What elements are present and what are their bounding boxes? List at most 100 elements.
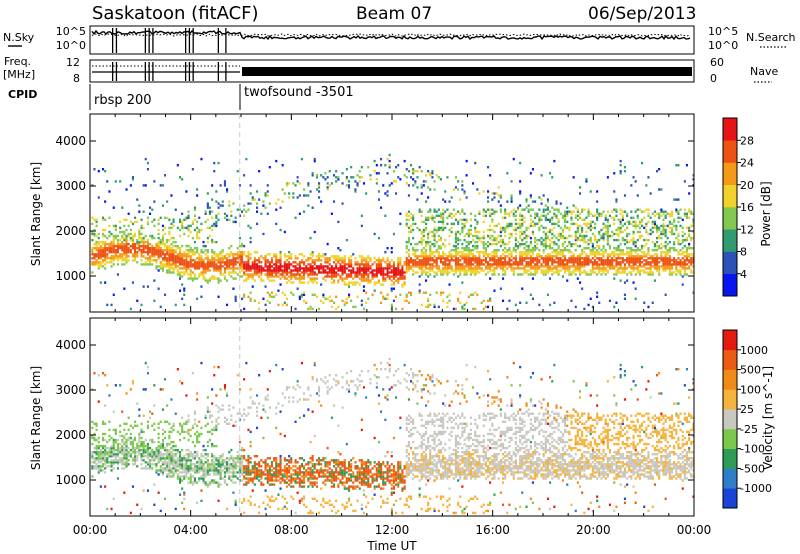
power-cell [553, 234, 556, 238]
power-cell [392, 281, 395, 284]
power-cell [369, 259, 372, 262]
velocity-cell [93, 457, 96, 460]
power-cell [628, 263, 631, 266]
power-cell [365, 267, 368, 270]
power-cell [572, 176, 575, 179]
power-cell [168, 257, 171, 260]
power-cell [427, 170, 430, 173]
power-cell [508, 240, 511, 244]
power-cell [677, 232, 680, 236]
power-cell [647, 220, 650, 224]
power-cell [594, 263, 597, 266]
power-cell [422, 220, 425, 224]
power-cell [512, 271, 515, 274]
power-cell [688, 216, 691, 219]
power-cell [104, 228, 107, 232]
velocity-cell [125, 457, 128, 460]
power-cell [561, 251, 564, 254]
velocity-cell [157, 432, 160, 436]
power-cell [444, 200, 447, 203]
velocity-cell [97, 451, 100, 454]
power-cell [557, 224, 560, 228]
power-cell [159, 265, 162, 268]
power-cell [279, 283, 282, 286]
power-cell [523, 208, 526, 211]
power-cell [153, 259, 156, 262]
power-cell [108, 216, 111, 219]
power-cell [502, 265, 505, 268]
power-cell [525, 263, 528, 266]
power-cell [664, 269, 667, 272]
power-cell [546, 244, 549, 248]
power-cell [208, 212, 211, 215]
power-cell [420, 184, 423, 187]
power-cell [386, 275, 389, 278]
power-cell [264, 259, 267, 262]
power-cell [529, 194, 532, 197]
velocity-cell [136, 459, 139, 462]
power-cell [555, 255, 558, 258]
power-cell [140, 232, 143, 236]
velocity-cell [151, 440, 154, 444]
power-cell [546, 234, 549, 238]
velocity-cell [95, 463, 98, 466]
power-cell [645, 271, 648, 274]
power-cell [585, 180, 588, 183]
power-cell [551, 261, 554, 264]
power-cell [540, 240, 543, 244]
power-cell [362, 263, 365, 266]
power-cell [439, 271, 442, 274]
power-cell [591, 220, 594, 224]
power-cell [121, 247, 124, 250]
power-cell [200, 257, 203, 260]
power-cell [630, 273, 633, 276]
power-cell [566, 244, 569, 248]
power-cell [390, 247, 393, 250]
power-cell [270, 257, 273, 260]
velocity-cell [108, 438, 111, 442]
power-cell [179, 228, 182, 232]
power-cell [114, 253, 117, 256]
power-cell [611, 210, 614, 213]
power-cell [266, 277, 269, 280]
power-cell [529, 172, 532, 175]
power-cell [318, 271, 321, 274]
power-cell [638, 271, 641, 274]
power-cell [602, 234, 605, 238]
power-cell [517, 206, 520, 209]
power-cell [189, 224, 192, 228]
power-cell [288, 271, 291, 274]
power-cell [617, 226, 620, 230]
power-cell [206, 263, 209, 266]
power-cell [129, 251, 132, 254]
power-cell [296, 287, 299, 290]
power-cell [352, 283, 355, 286]
power-cell [598, 265, 601, 268]
power-cell [322, 255, 325, 258]
power-cell [112, 238, 115, 242]
power-cell [127, 247, 130, 250]
power-cell [540, 174, 543, 177]
power-cell [608, 299, 611, 302]
power-cell [187, 234, 190, 238]
power-cell [602, 244, 605, 248]
power-cell [270, 271, 273, 274]
power-cell [664, 232, 667, 236]
power-cell [632, 240, 635, 244]
power-cell [444, 226, 447, 230]
power-cell [407, 236, 410, 240]
power-cell [256, 263, 259, 266]
power-cell [433, 259, 436, 262]
velocity-cell [146, 457, 149, 460]
power-cell [405, 214, 408, 217]
power-cell [546, 271, 549, 274]
power-cell [202, 275, 205, 278]
power-cell [638, 236, 641, 240]
power-cell [671, 271, 674, 274]
power-cell [164, 293, 167, 296]
power-cell [542, 271, 545, 274]
power-cell [566, 259, 569, 262]
velocity-cell [136, 446, 139, 450]
power-cell [262, 232, 265, 236]
power-cell [489, 224, 492, 228]
